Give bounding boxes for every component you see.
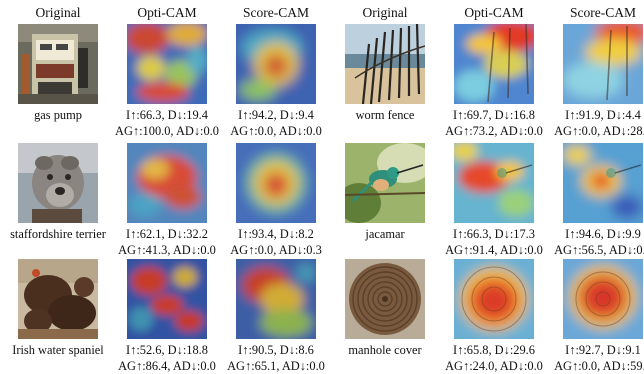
- label-worm-fence: worm fence: [355, 108, 415, 122]
- metrics-opticam-line2: AG↑:86.4, AD↓:0.0: [118, 358, 216, 373]
- metrics-opticam-line1: I↑:65.8, D↓:29.6: [453, 343, 535, 357]
- column-header-original-left: Original: [35, 5, 81, 20]
- metrics-scorecam-line2: AG↑:0.0, AD↓:0.3: [230, 242, 322, 257]
- manhole-cover-image: [345, 259, 425, 339]
- label-irish-water-spaniel: Irish water spaniel: [12, 343, 104, 357]
- label-manhole-cover: manhole cover: [348, 343, 422, 357]
- metrics-opticam-line2: AG↑:73.2, AD↓:0.0: [445, 123, 543, 138]
- metrics-opticam-line2: AG↑:24.0, AD↓:0.0: [445, 358, 543, 373]
- scorecam-heatmap: [563, 143, 643, 223]
- metrics-scorecam-line2: AG↑:0.0, AD↓:28.8: [554, 123, 644, 138]
- gas-pump-image: [18, 24, 98, 104]
- column-header-opticam-right: Opti-CAM: [464, 5, 524, 20]
- label-jacamar: jacamar: [365, 227, 405, 241]
- metrics-scorecam-line1: I↑:93.4, D↓:8.2: [238, 227, 314, 241]
- metrics-scorecam-line1: I↑:94.2, D↓:9.4: [238, 108, 314, 122]
- staffordshire-terrier-image: [18, 143, 98, 223]
- scorecam-heatmap: [563, 24, 643, 104]
- metrics-scorecam-line2: AG↑:0.0, AD↓:59.9: [554, 358, 644, 373]
- scorecam-heatmap: [236, 259, 316, 339]
- label-gas-pump: gas pump: [34, 108, 82, 122]
- metrics-scorecam-line2: AG↑:56.5, AD↓:0.0: [554, 242, 644, 257]
- metrics-opticam-line2: AG↑:100.0, AD↓:0.0: [115, 123, 219, 138]
- scorecam-heatmap: [236, 24, 316, 104]
- jacamar-image: [345, 143, 425, 223]
- opticam-heatmap: [127, 259, 207, 339]
- metrics-opticam-line2: AG↑:41.3, AD↓:0.0: [118, 242, 216, 257]
- column-header-original-right: Original: [362, 5, 408, 20]
- metrics-opticam-line1: I↑:66.3, D↓:17.3: [453, 227, 535, 241]
- metrics-opticam-line1: I↑:62.1, D↓:32.2: [126, 227, 208, 241]
- irish-water-spaniel-image: [18, 259, 98, 339]
- metrics-scorecam-line2: AG↑:0.0, AD↓:0.0: [230, 123, 322, 138]
- metrics-opticam-line1: I↑:66.3, D↓:19.4: [126, 108, 208, 122]
- metrics-scorecam-line1: I↑:90.5, D↓:8.6: [238, 343, 314, 357]
- opticam-heatmap: [127, 24, 207, 104]
- opticam-heatmap: [454, 259, 534, 339]
- metrics-opticam-line2: AG↑:91.4, AD↓:0.0: [445, 242, 543, 257]
- opticam-heatmap: [454, 24, 534, 104]
- metrics-scorecam-line2: AG↑:65.1, AD↓:0.0: [227, 358, 325, 373]
- metrics-opticam-line1: I↑:69.7, D↓:16.8: [453, 108, 535, 122]
- scorecam-heatmap: [563, 259, 643, 339]
- metrics-scorecam-line1: I↑:92.7, D↓:9.1: [565, 343, 641, 357]
- column-header-scorecam-right: Score-CAM: [570, 5, 636, 20]
- opticam-heatmap: [127, 143, 207, 223]
- worm-fence-image: [345, 24, 425, 104]
- opticam-heatmap: [454, 143, 534, 223]
- metrics-scorecam-line1: I↑:91.9, D↓:4.4: [565, 108, 641, 122]
- scorecam-heatmap: [236, 143, 316, 223]
- label-staffordshire-terrier: staffordshire terrier: [10, 227, 106, 241]
- column-header-scorecam-left: Score-CAM: [243, 5, 309, 20]
- metrics-opticam-line1: I↑:52.6, D↓:18.8: [126, 343, 208, 357]
- metrics-scorecam-line1: I↑:94.6, D↓:9.9: [565, 227, 641, 241]
- column-header-opticam-left: Opti-CAM: [137, 5, 197, 20]
